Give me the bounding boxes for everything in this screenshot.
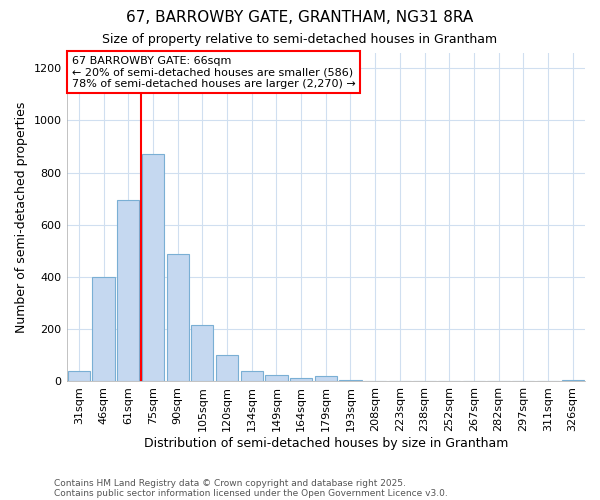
- Bar: [68, 371, 90, 382]
- Bar: [167, 254, 189, 382]
- Bar: [265, 375, 287, 382]
- Bar: [142, 154, 164, 382]
- Text: Size of property relative to semi-detached houses in Grantham: Size of property relative to semi-detach…: [103, 32, 497, 46]
- Bar: [191, 326, 214, 382]
- Bar: [241, 371, 263, 382]
- Bar: [290, 378, 312, 382]
- Bar: [340, 380, 362, 382]
- Bar: [216, 356, 238, 382]
- Text: 67, BARROWBY GATE, GRANTHAM, NG31 8RA: 67, BARROWBY GATE, GRANTHAM, NG31 8RA: [127, 10, 473, 25]
- Bar: [562, 380, 584, 382]
- Bar: [117, 200, 139, 382]
- X-axis label: Distribution of semi-detached houses by size in Grantham: Distribution of semi-detached houses by …: [143, 437, 508, 450]
- Text: 67 BARROWBY GATE: 66sqm
← 20% of semi-detached houses are smaller (586)
78% of s: 67 BARROWBY GATE: 66sqm ← 20% of semi-de…: [72, 56, 355, 89]
- Bar: [92, 277, 115, 382]
- Text: Contains HM Land Registry data © Crown copyright and database right 2025.: Contains HM Land Registry data © Crown c…: [54, 478, 406, 488]
- Text: Contains public sector information licensed under the Open Government Licence v3: Contains public sector information licen…: [54, 488, 448, 498]
- Y-axis label: Number of semi-detached properties: Number of semi-detached properties: [15, 102, 28, 332]
- Bar: [314, 376, 337, 382]
